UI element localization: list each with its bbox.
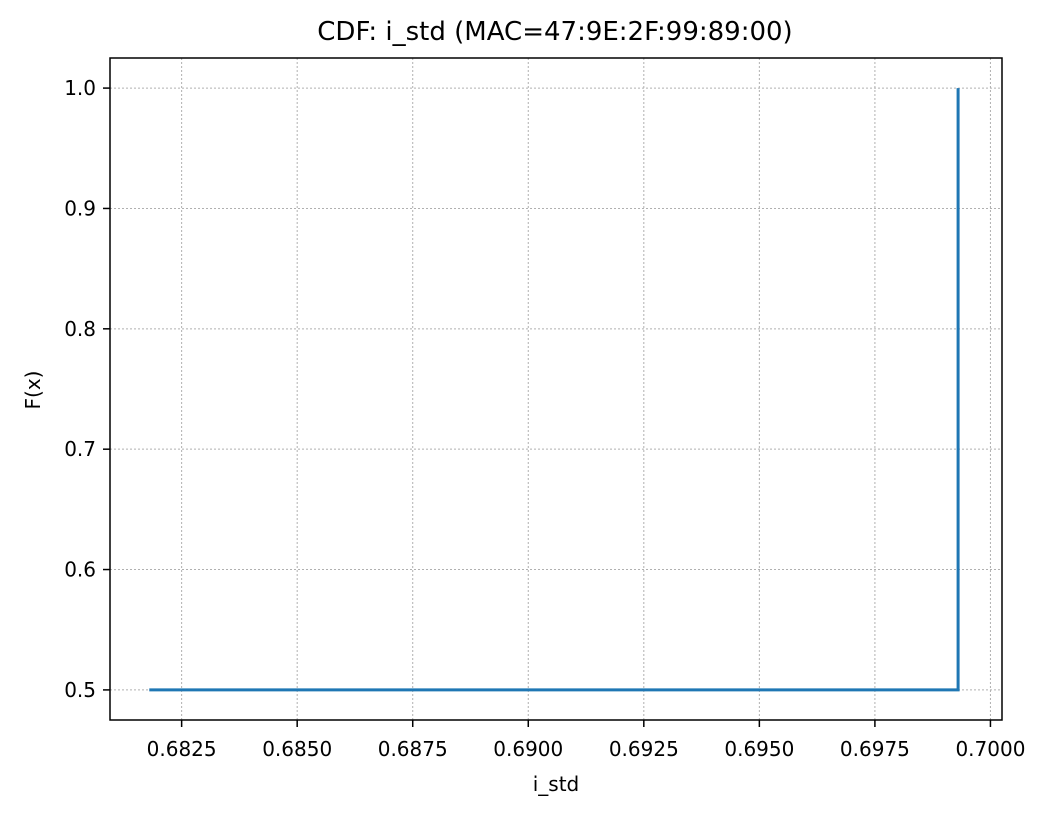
y-tick-label: 0.8 xyxy=(64,317,96,341)
cdf-series-line xyxy=(149,88,960,692)
y-tick-label: 0.5 xyxy=(64,678,96,702)
x-tick-label: 0.6825 xyxy=(147,737,217,761)
ticks: 0.6825 0.6850 0.6875 0.6900 0.6925 0.6950 0.69… xyxy=(64,76,1025,761)
y-tick-label: 0.9 xyxy=(64,196,96,220)
series-layer xyxy=(149,88,960,692)
x-tick-label: 0.6850 xyxy=(262,737,332,761)
y-tick-label: 1.0 xyxy=(64,76,96,100)
x-tick-label: 0.6875 xyxy=(378,737,448,761)
grid xyxy=(110,58,1002,720)
chart-title: CDF: i_std (MAC=47:9E:2F:99:89:00) xyxy=(317,17,792,47)
x-axis-label: i_std xyxy=(533,772,580,796)
y-axis-label: F(x) xyxy=(21,371,45,410)
x-tick-label: 0.6925 xyxy=(609,737,679,761)
y-tick-label: 0.6 xyxy=(64,558,96,582)
plot-frame xyxy=(109,57,1003,721)
y-tick-label: 0.7 xyxy=(64,437,96,461)
x-tick-label: 0.6950 xyxy=(724,737,794,761)
x-tick-label: 0.7000 xyxy=(955,737,1025,761)
x-tick-label: 0.6975 xyxy=(840,737,910,761)
x-tick-label: 0.6900 xyxy=(493,737,563,761)
